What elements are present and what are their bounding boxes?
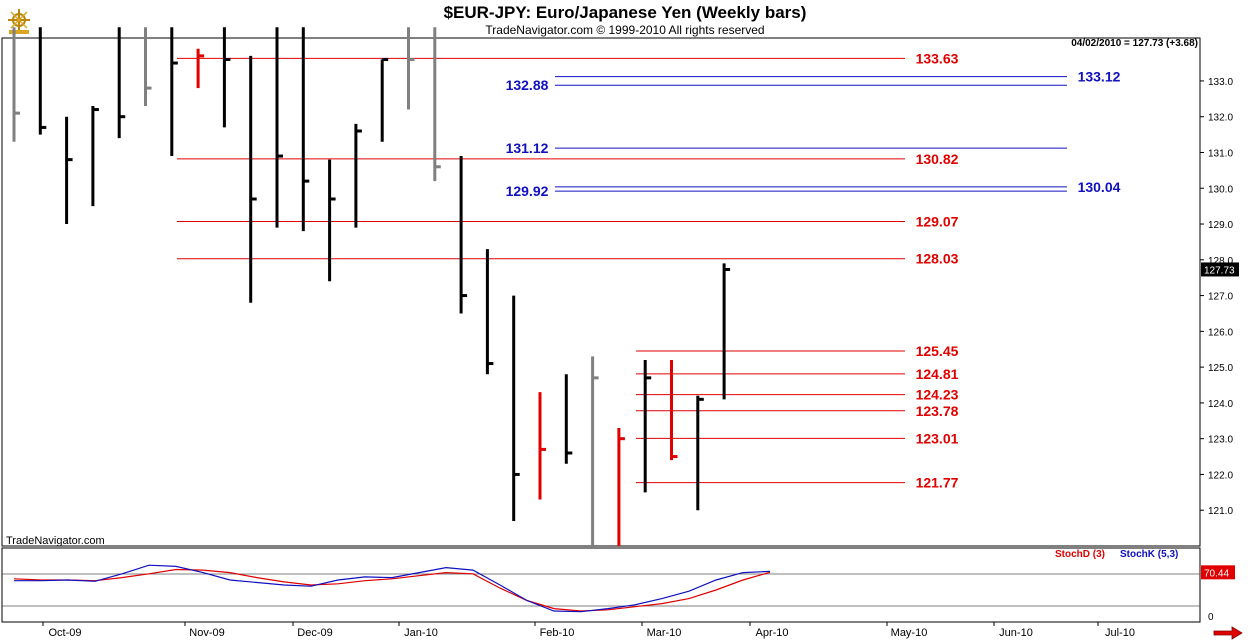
ohlc-bar [722,263,731,400]
stoch-line [14,564,771,613]
y-tick-label: 124.0 [1208,399,1233,410]
ohlc-bar [222,27,231,128]
level-label: 133.63 [916,50,959,66]
x-tick-label: Oct-09 [48,627,81,639]
ohlc-bar [91,105,99,207]
level-label: 133.12 [1078,69,1121,85]
ohlc-bar [696,395,704,511]
level-label: 128.03 [916,251,959,267]
level-label: 129.92 [506,183,549,199]
last-price-label: 127.73 [1204,265,1235,276]
ohlc-bar [38,27,47,135]
ohlc-bar [12,27,20,142]
ohlc-bar [591,356,599,546]
y-tick-label: 123.0 [1208,435,1233,446]
stoch-line [13,568,771,612]
y-tick-label: 127.0 [1208,292,1233,303]
x-tick-label: Jan-10 [404,627,438,639]
x-tick-label: Mar-10 [647,627,682,639]
level-label: 121.77 [916,475,959,491]
ohlc-bar [459,156,468,314]
ohlc-bar [170,27,178,157]
ohlc-bar [275,27,283,228]
ohlc-bar [617,427,625,546]
level-label: 132.88 [506,77,549,93]
y-tick-label: 130.0 [1208,184,1233,195]
x-tick-label: Feb-10 [540,627,575,639]
level-label: 130.82 [916,151,959,167]
price-plot-area [1,37,1201,547]
ohlc-bar [144,27,152,106]
scroll-right-arrow-icon[interactable] [1212,626,1244,640]
stoch-last-box [1201,565,1235,580]
level-label: 129.07 [916,214,959,230]
y-tick-label: 132.0 [1208,113,1233,124]
ohlc-bar [433,27,441,182]
x-tick-label: Dec-09 [297,627,332,639]
x-tick-label: May-10 [891,627,928,639]
ohlc-bar [65,116,73,225]
level-label: 131.12 [506,140,549,156]
level-label: 125.45 [916,343,959,359]
trade-navigator-logo-icon [8,9,30,34]
ohlc-bar [407,27,415,110]
chart-title: $EUR-JPY: Euro/Japanese Yen (Weekly bars… [443,3,807,22]
y-tick-label: 121.0 [1208,506,1233,517]
y-tick-label: 129.0 [1208,220,1233,231]
ohlc-bar [380,57,389,142]
ohlc-bar [117,27,126,139]
last-price-box [1201,262,1239,277]
ohlc-bar [354,123,362,228]
ohlc-bar [538,392,546,500]
stochd-legend: StochD (3) [1055,549,1105,560]
level-label: 123.78 [916,403,959,419]
ohlc-bar [301,27,310,232]
y-tick-label: 125.0 [1208,363,1233,374]
level-label: 123.01 [916,430,959,446]
y-tick-label: 128.0 [1208,256,1233,267]
ohlc-bar [512,295,520,521]
ohlc-bar [196,48,205,89]
ohlc-bar [485,249,494,375]
level-label: 124.23 [916,387,959,403]
x-tick-label: Apr-10 [755,627,788,639]
watermark-text: TradeNavigator.com [6,535,105,547]
y-tick-label: 122.0 [1208,470,1233,481]
y-tick-label: 126.0 [1208,327,1233,338]
level-label: 130.04 [1078,179,1121,195]
ohlc-bar [564,374,573,464]
x-tick-label: Jun-10 [999,627,1033,639]
stoch-plot-area [1,547,1201,623]
copyright-text: TradeNavigator.com © 1999-2010 All right… [485,23,765,37]
ohlc-bar [670,359,678,461]
x-tick-label: Nov-09 [189,627,224,639]
stoch-last-label: 70.44 [1204,568,1229,579]
ohlc-bar [249,55,257,303]
y-tick-label: 133.0 [1208,77,1233,88]
x-tick-label: Jul-10 [1105,627,1135,639]
stoch-y-tick-label: 0 [1208,612,1214,623]
stochk-legend: StochK (5,3) [1120,549,1179,560]
quote-readout: 04/02/2010 = 127.73 (+3.68) [1071,38,1198,49]
ohlc-bar [328,159,336,282]
level-label: 124.81 [916,366,959,382]
y-tick-label: 131.0 [1208,148,1233,159]
ohlc-bar [643,359,652,493]
